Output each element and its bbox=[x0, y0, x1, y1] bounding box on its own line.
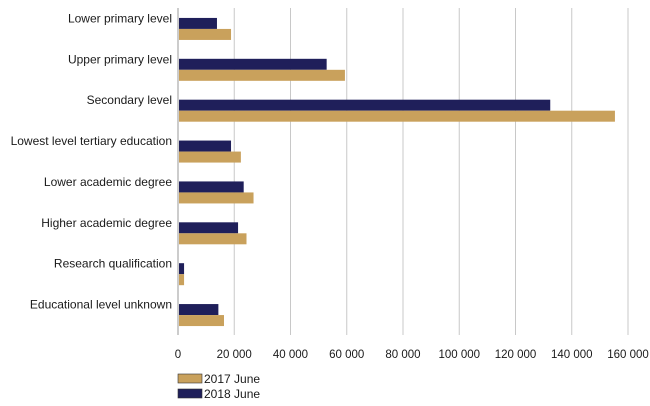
bar-2018-june bbox=[179, 222, 239, 234]
bar-2017-june bbox=[179, 69, 345, 81]
bar-2017-june bbox=[179, 274, 185, 286]
bar-2018-june bbox=[179, 99, 551, 111]
x-tick-label: 60 000 bbox=[329, 349, 364, 361]
category-label: Lowest level tertiary education bbox=[11, 134, 172, 148]
category-label: Secondary level bbox=[87, 93, 172, 107]
bar-2017-june bbox=[179, 28, 232, 40]
category-label: Higher academic degree bbox=[41, 216, 172, 230]
x-tick-label: 100 000 bbox=[438, 349, 480, 361]
category-label: Educational level unknown bbox=[30, 298, 172, 312]
bar-2017-june bbox=[179, 192, 254, 204]
x-tick-label: 80 000 bbox=[385, 349, 420, 361]
x-tick-label: 120 000 bbox=[495, 349, 537, 361]
gridlines bbox=[177, 8, 629, 335]
bar-2018-june bbox=[179, 263, 185, 275]
bar-2017-june bbox=[179, 151, 241, 163]
x-tick-label: 160 000 bbox=[607, 349, 649, 361]
bar-2017-june bbox=[179, 315, 224, 327]
bar-2017-june bbox=[179, 233, 247, 245]
bar-2018-june bbox=[179, 140, 232, 152]
bar-2018-june bbox=[179, 17, 217, 29]
category-labels: Lower primary level Upper primary level Se… bbox=[11, 11, 173, 311]
legend-label: 2017 June bbox=[204, 372, 260, 386]
bar-2018-june bbox=[179, 58, 327, 70]
legend-label: 2018 June bbox=[204, 387, 260, 401]
x-tick-label: 0 bbox=[175, 349, 181, 361]
category-label: Research qualification bbox=[54, 257, 172, 271]
bar-2018-june bbox=[179, 181, 244, 193]
x-tick-label: 140 000 bbox=[551, 349, 593, 361]
x-tick-label: 20 000 bbox=[217, 349, 252, 361]
category-label: Lower primary level bbox=[68, 11, 172, 25]
category-label: Upper primary level bbox=[68, 52, 172, 66]
bar-2018-june bbox=[179, 304, 219, 316]
bars bbox=[179, 17, 615, 327]
x-tick-label: 40 000 bbox=[273, 349, 308, 361]
category-label: Lower academic degree bbox=[44, 175, 172, 189]
bar-2017-june bbox=[179, 110, 615, 122]
x-tick-labels: 0 20 000 40 000 60 000 80 000 100 000 120 000 1… bbox=[175, 349, 649, 361]
legend-swatch bbox=[177, 388, 203, 399]
legend-swatch bbox=[177, 373, 203, 384]
